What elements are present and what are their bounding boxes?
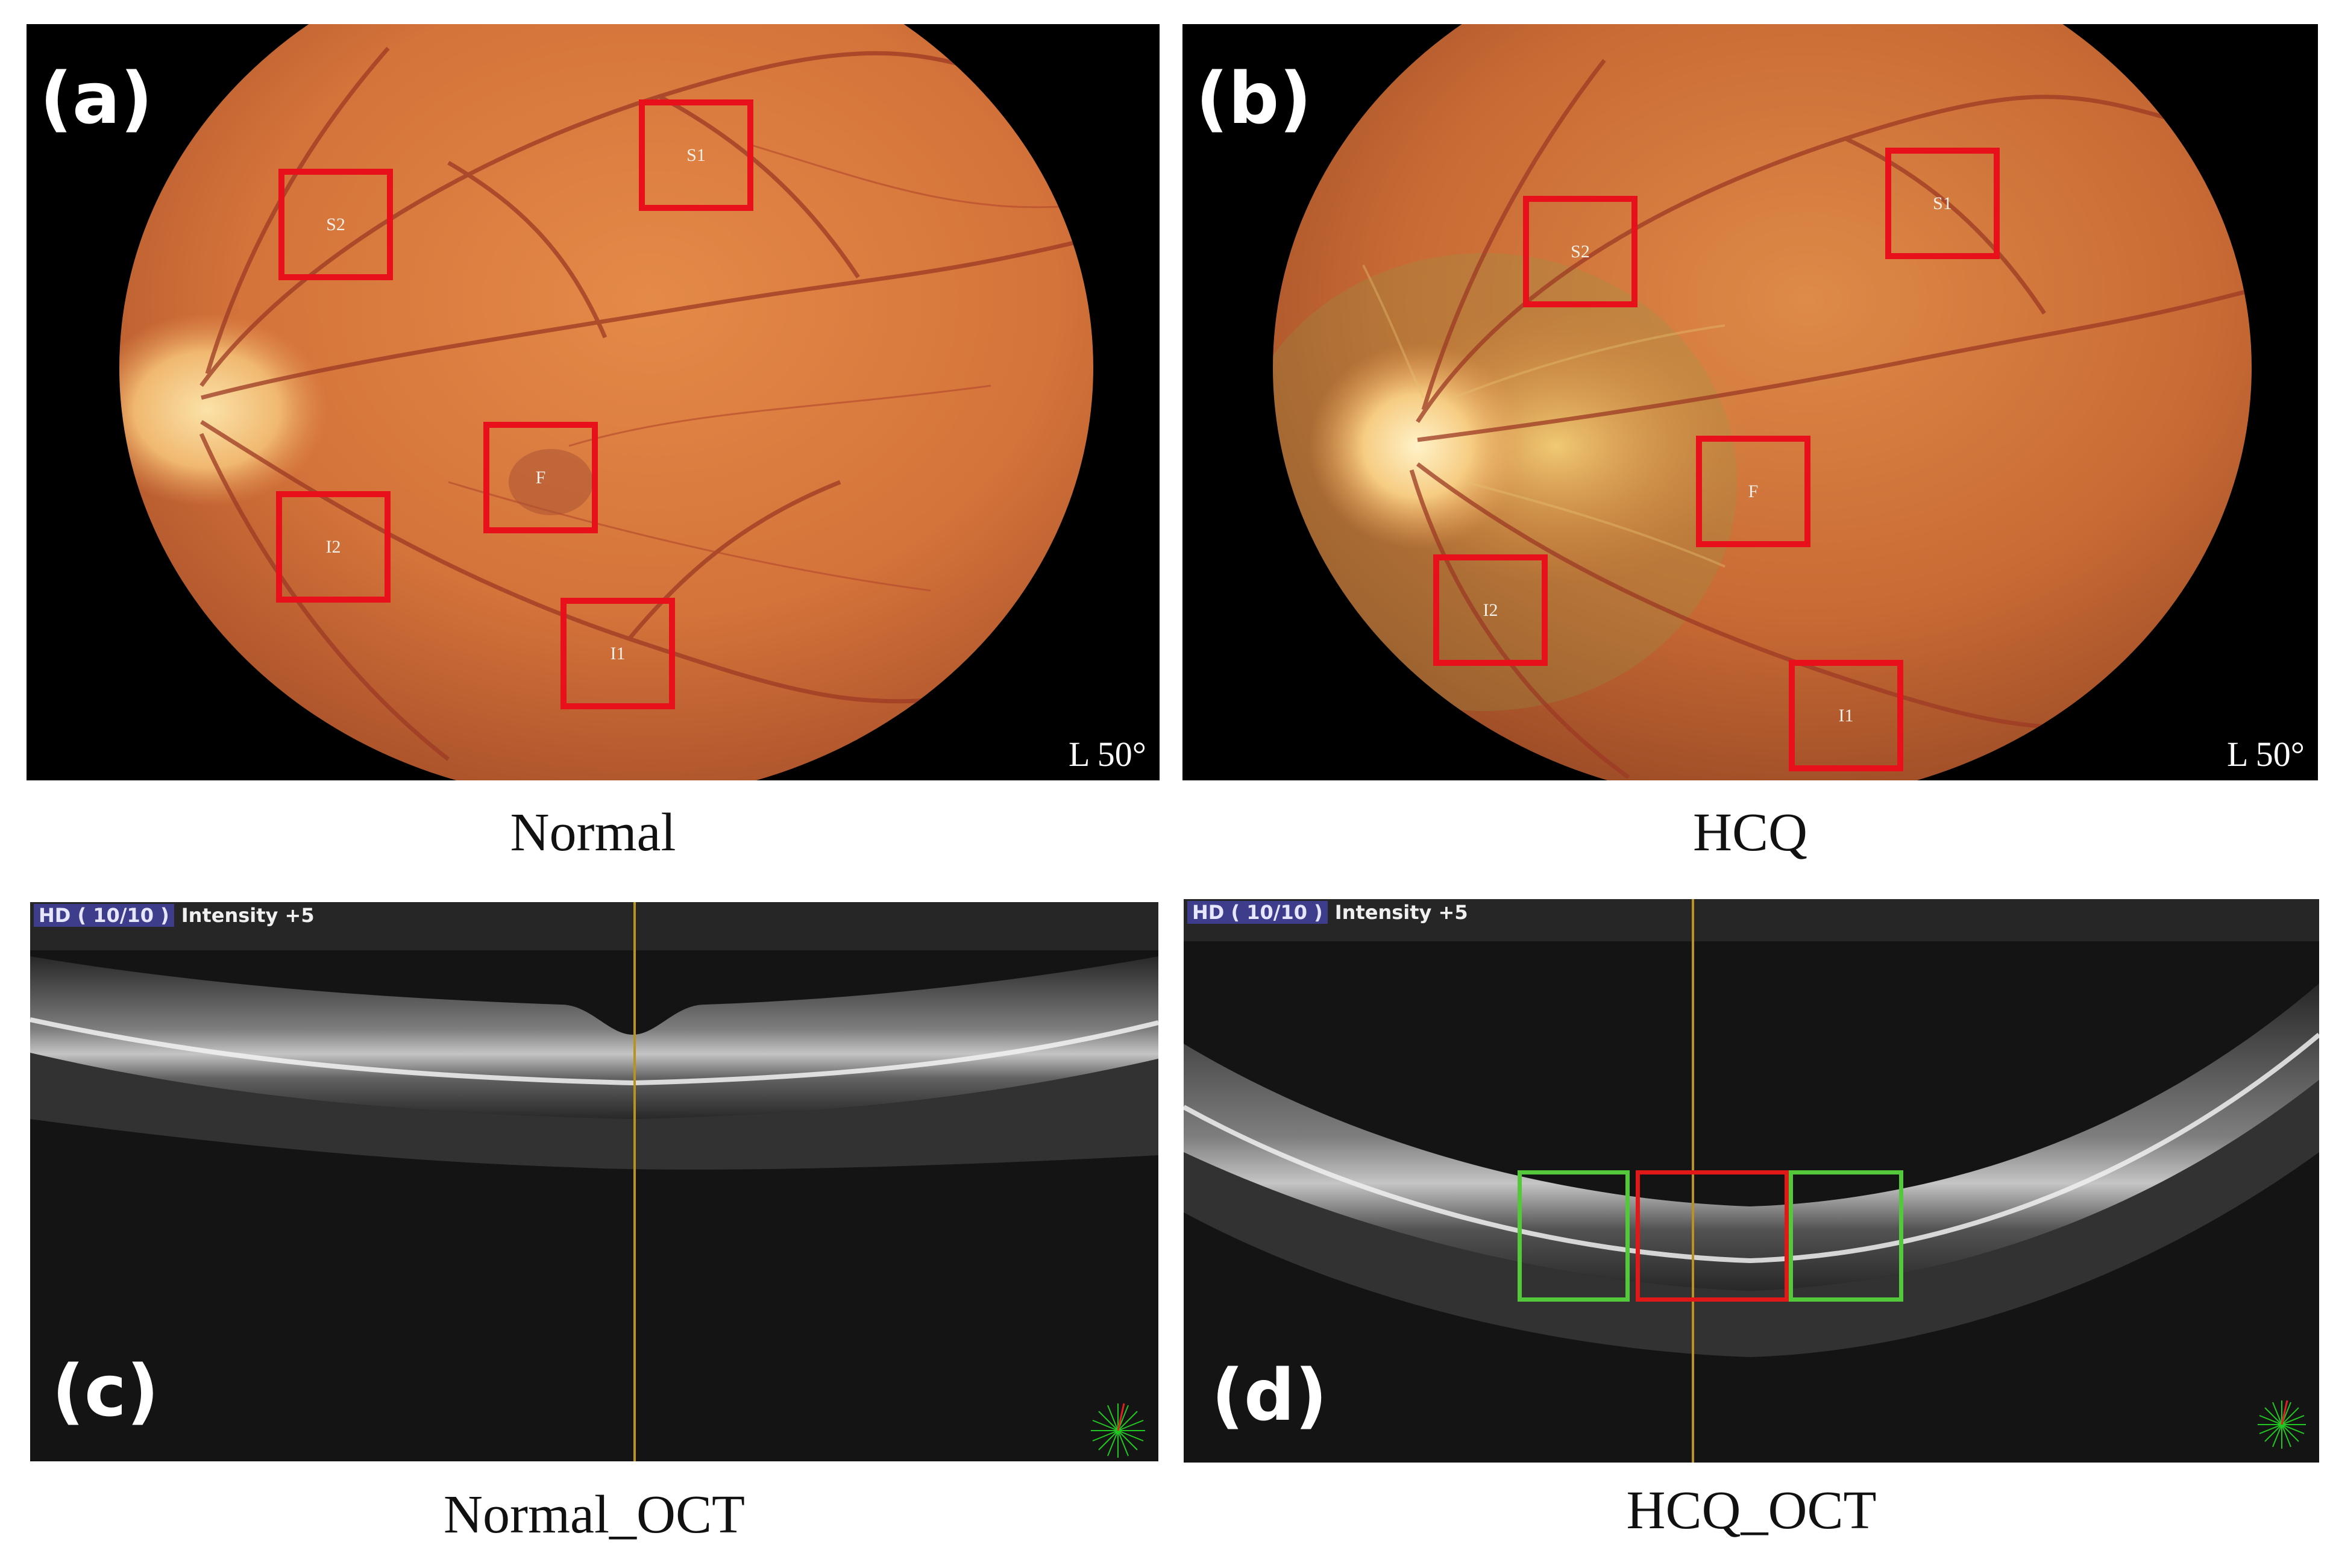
caption-hcq: HCQ <box>1692 803 1808 862</box>
roi-label: F <box>535 467 546 488</box>
intensity-label: Intensity +5 <box>181 904 315 927</box>
roi-f: F <box>483 422 598 533</box>
roi-parafoveal-right <box>1789 1170 1903 1302</box>
panel-label-d: (d) <box>1211 1353 1328 1437</box>
roi-i2: I2 <box>1433 554 1548 666</box>
caption-normal-oct: Normal_OCT <box>444 1485 745 1544</box>
roi-label: S2 <box>326 214 345 234</box>
roi-s1: S1 <box>639 99 753 211</box>
fundus-panel-normal: (a) S1 S2 F I2 I1 L 50° <box>27 24 1160 780</box>
roi-label: S1 <box>1933 193 1952 213</box>
roi-label: I2 <box>1483 600 1498 620</box>
field-of-view-label: L 50° <box>1069 735 1146 774</box>
hd-quality-label: HD ( 10/10 ) <box>34 904 174 927</box>
oct-image-hcq <box>1184 899 2319 1463</box>
roi-label: S2 <box>1571 241 1590 262</box>
oct-header: HD ( 10/10 ) Intensity +5 <box>1184 899 1468 926</box>
roi-f: F <box>1696 436 1810 547</box>
hd-quality-label: HD ( 10/10 ) <box>1187 901 1328 924</box>
panel-label-b: (b) <box>1196 57 1312 140</box>
panel-label-a: (a) <box>40 57 153 140</box>
intensity-label: Intensity +5 <box>1334 901 1468 924</box>
roi-i1: I1 <box>1789 660 1903 771</box>
roi-label: I2 <box>325 536 341 557</box>
roi-label: F <box>1748 481 1759 501</box>
oct-panel-hcq: HD ( 10/10 ) Intensity +5 (d) <box>1184 899 2319 1463</box>
oct-header: HD ( 10/10 ) Intensity +5 <box>30 902 315 929</box>
field-of-view-label: L 50° <box>2227 735 2305 774</box>
caption-normal: Normal <box>510 803 676 862</box>
oct-panel-normal: HD ( 10/10 ) Intensity +5 (c) <box>30 902 1158 1461</box>
panel-label-c: (c) <box>52 1349 159 1432</box>
roi-foveal-center <box>1636 1170 1789 1302</box>
roi-label: I1 <box>1838 705 1854 726</box>
roi-parafoveal-left <box>1518 1170 1630 1302</box>
roi-i1: I1 <box>560 598 675 709</box>
roi-s2: S2 <box>278 169 393 280</box>
caption-hcq-oct: HCQ_OCT <box>1626 1481 1877 1540</box>
fundus-image-normal <box>27 24 1160 780</box>
oct-image-normal <box>30 902 1158 1461</box>
roi-s1: S1 <box>1885 148 2000 259</box>
roi-i2: I2 <box>276 491 391 603</box>
fundus-panel-hcq: (b) S1 S2 F I2 I1 L 50° <box>1182 24 2318 780</box>
roi-label: I1 <box>610 643 626 663</box>
fundus-image-hcq <box>1182 24 2318 780</box>
roi-label: S1 <box>686 145 706 165</box>
roi-s2: S2 <box>1523 196 1637 307</box>
